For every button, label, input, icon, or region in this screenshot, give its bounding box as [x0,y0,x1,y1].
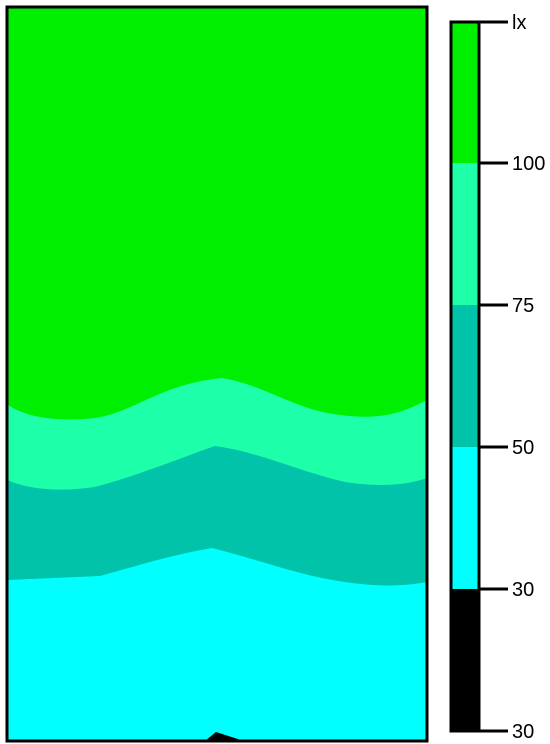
legend-label-30-upper: 30 [512,579,534,601]
legend-border [449,20,481,733]
legend-band-below-30 [451,589,479,731]
legend-label-75: 75 [512,295,534,317]
legend-label-50: 50 [512,437,534,459]
legend-unit-label: lx [512,12,526,34]
map-border [5,5,429,743]
zone-30-50 [7,548,427,741]
legend-label-30-lower: 30 [512,721,534,743]
legend-band-50-75 [451,305,479,447]
legend-band-75-100 [451,163,479,305]
legend-band-30-50 [451,447,479,589]
legend-label-100: 100 [512,153,545,175]
legend: lx 100 75 50 30 30 [449,12,545,743]
contour-map [5,5,429,743]
zone-below-30 [205,732,244,741]
legend-band-above-100 [451,22,479,163]
